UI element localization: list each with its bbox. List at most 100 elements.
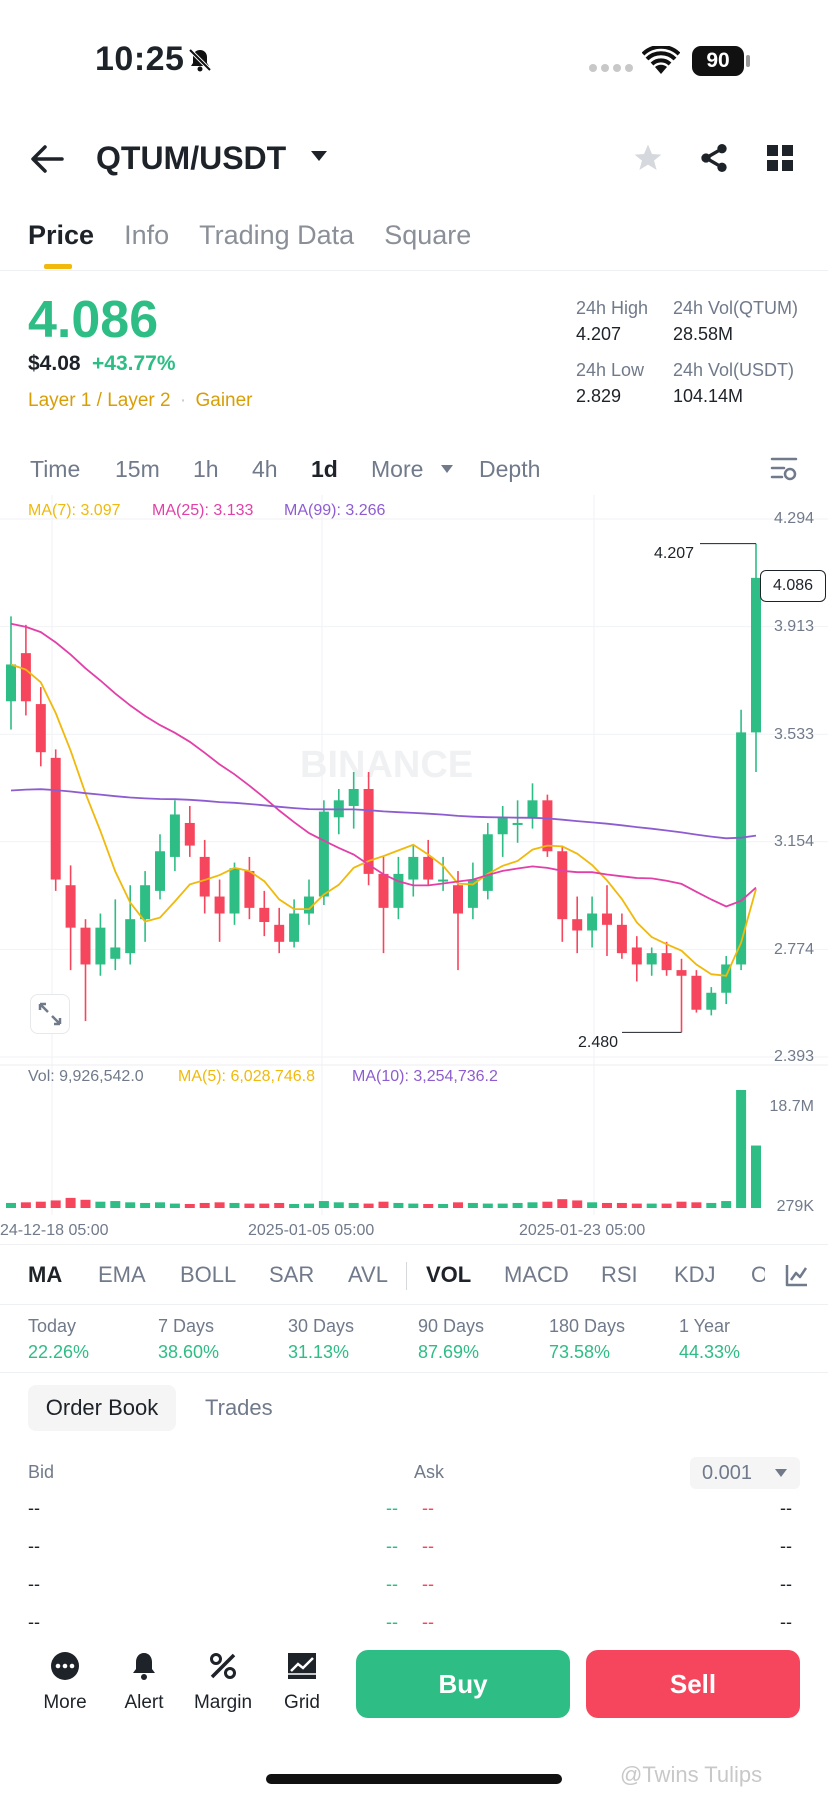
- y-tick: 4.294: [773, 510, 814, 527]
- nav-margin-label: Margin: [193, 1692, 253, 1713]
- tag-gainer[interactable]: Gainer: [195, 390, 253, 411]
- bid-price-cell: --: [28, 1498, 40, 1518]
- volume-bar: [110, 1201, 121, 1208]
- volume-bar: [184, 1204, 195, 1208]
- volume-bar: [125, 1202, 136, 1208]
- y-tick: 3.533: [773, 726, 814, 743]
- candle-body: [646, 953, 657, 965]
- tag-category[interactable]: Layer 1 / Layer 2: [28, 390, 171, 411]
- volume-bar: [199, 1202, 210, 1208]
- perf-value: 87.69%: [418, 1342, 480, 1362]
- interval-depth[interactable]: Depth: [479, 456, 541, 482]
- vol-ma5-legend: MA(5): 6,028,746.8: [178, 1068, 315, 1085]
- volume-bar: [6, 1202, 16, 1208]
- tab-order-book[interactable]: Order Book: [28, 1385, 176, 1431]
- nav-margin[interactable]: Margin: [188, 1650, 258, 1714]
- percent-icon: [210, 1653, 236, 1679]
- nav-grid[interactable]: Grid: [267, 1650, 337, 1714]
- tab-trading-data[interactable]: Trading Data: [199, 220, 355, 250]
- cellular-dots-icon: [589, 64, 633, 72]
- nav-grid-label: Grid: [284, 1692, 320, 1713]
- volume-bar: [557, 1199, 568, 1208]
- perf-label: 1 Year: [679, 1316, 731, 1336]
- volume-bar: [304, 1203, 314, 1208]
- ma99-line: [10, 788, 757, 840]
- interval-time[interactable]: Time: [30, 456, 81, 482]
- share-icon[interactable]: [698, 142, 730, 174]
- more-dots-icon: [51, 1652, 79, 1680]
- interval-more[interactable]: More: [371, 456, 424, 482]
- indicator-boll[interactable]: BOLL: [180, 1262, 237, 1287]
- grid-apps-icon[interactable]: [766, 144, 794, 172]
- interval-1d[interactable]: 1d: [311, 456, 338, 482]
- ask-price-cell: --: [422, 1612, 434, 1632]
- sell-button[interactable]: Sell: [586, 1650, 800, 1718]
- candle-body: [378, 873, 389, 908]
- nav-more-label: More: [43, 1692, 87, 1713]
- caret-down-icon[interactable]: [310, 150, 328, 162]
- indicator-settings-icon[interactable]: [784, 1262, 810, 1288]
- precision-value: 0.001: [702, 1462, 753, 1484]
- candle-body: [20, 653, 31, 702]
- ma99-legend: MA(99): 3.266: [284, 502, 386, 519]
- nav-more[interactable]: More: [30, 1650, 100, 1714]
- indicator-kdj[interactable]: KDJ: [674, 1262, 716, 1287]
- low-marker: 2.480: [578, 1034, 619, 1051]
- price-chart[interactable]: BINANCE: [0, 495, 828, 1235]
- chart-settings-icon[interactable]: [770, 456, 798, 482]
- tab-square[interactable]: Square: [384, 220, 472, 250]
- indicator-more[interactable]: O: [751, 1262, 765, 1287]
- volume-bar: [408, 1203, 419, 1208]
- candle-body: [214, 896, 225, 914]
- candle-body: [169, 814, 180, 857]
- volume-bar: [736, 1090, 747, 1208]
- indicator-rsi[interactable]: RSI: [601, 1262, 638, 1287]
- volume-bar: [587, 1202, 598, 1208]
- fullscreen-button[interactable]: [30, 994, 70, 1034]
- indicator-ema[interactable]: EMA: [98, 1262, 146, 1287]
- candle-body: [602, 913, 612, 925]
- volume-bar: [572, 1200, 583, 1208]
- candle-body: [467, 879, 478, 908]
- back-arrow-icon[interactable]: [30, 144, 64, 174]
- tab-trades[interactable]: Trades: [205, 1395, 273, 1420]
- interval-15m[interactable]: 15m: [115, 456, 160, 482]
- pair-title[interactable]: QTUM/USDT: [96, 140, 287, 176]
- candle-body: [482, 834, 493, 891]
- y-tick: 2.774: [773, 941, 814, 958]
- interval-1h[interactable]: 1h: [193, 456, 219, 482]
- tab-info[interactable]: Info: [124, 220, 170, 250]
- ask-price-cell: --: [422, 1536, 434, 1556]
- home-indicator[interactable]: [266, 1774, 562, 1784]
- precision-select[interactable]: 0.001: [690, 1457, 800, 1489]
- volume-bar: [482, 1203, 493, 1208]
- buy-button[interactable]: Buy: [356, 1650, 570, 1718]
- interval-4h[interactable]: 4h: [252, 456, 278, 482]
- volume-bar: [453, 1202, 463, 1208]
- grid-trading-icon: [288, 1653, 316, 1679]
- y-tick: 3.913: [773, 618, 814, 635]
- volume-bar: [706, 1202, 717, 1208]
- nav-alert-label: Alert: [124, 1692, 164, 1713]
- indicator-sar[interactable]: SAR: [269, 1262, 315, 1287]
- vol-legend: Vol: 9,926,542.0: [28, 1068, 144, 1085]
- ask-qty-cell: --: [780, 1498, 792, 1518]
- indicator-avl[interactable]: AVL: [348, 1262, 388, 1287]
- stat-high-value: 4.207: [576, 324, 622, 344]
- indicator-macd[interactable]: MACD: [504, 1262, 569, 1287]
- precision-caret-icon: [775, 1469, 787, 1477]
- favorite-star-icon[interactable]: [632, 142, 664, 174]
- volume-bar: [244, 1203, 255, 1208]
- indicator-vol[interactable]: VOL: [426, 1262, 472, 1287]
- tab-price[interactable]: Price: [28, 220, 95, 269]
- stat-low-label: 24h Low: [576, 360, 645, 380]
- perf-label: Today: [28, 1316, 77, 1336]
- candle-body: [318, 811, 329, 897]
- more-caret-icon[interactable]: [440, 464, 454, 474]
- indicator-ma[interactable]: MA: [28, 1262, 63, 1287]
- indicator-divider: [406, 1262, 407, 1290]
- price-change: +43.77%: [92, 352, 176, 375]
- volume-bar: [140, 1202, 151, 1208]
- candle-body: [304, 896, 314, 914]
- nav-alert[interactable]: Alert: [109, 1650, 179, 1714]
